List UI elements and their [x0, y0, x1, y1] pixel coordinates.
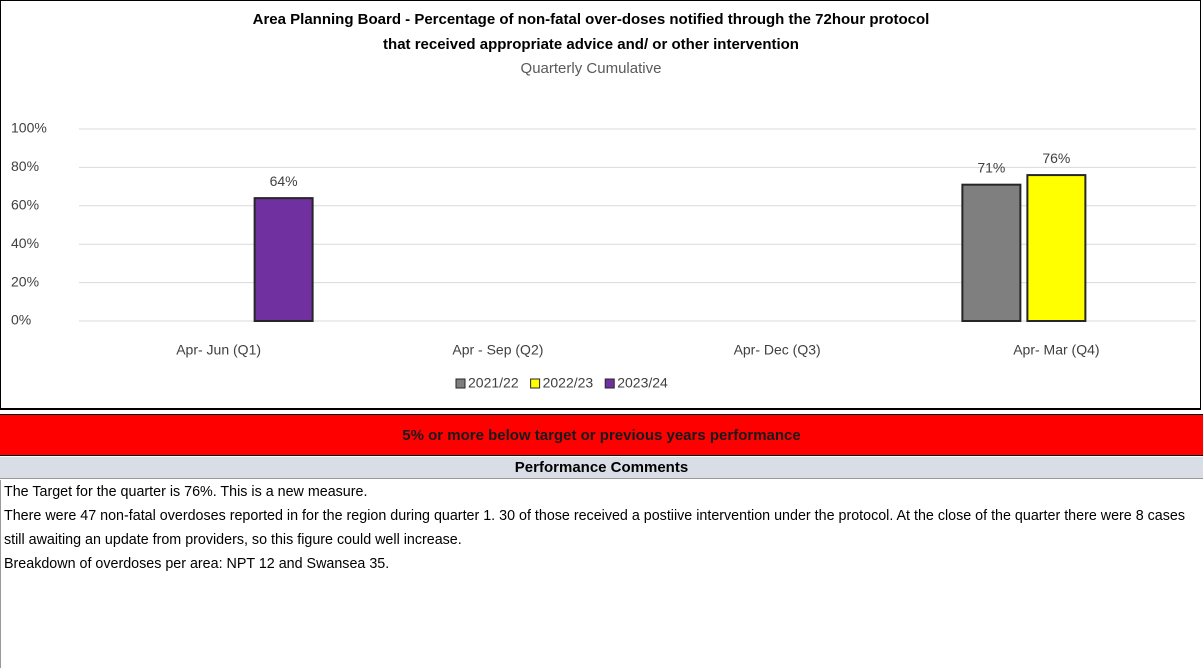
chart-title: Area Planning Board - Percentage of non-… — [253, 11, 930, 28]
comment: There were 47 non-fatal overdoses report… — [4, 508, 1185, 548]
comment: The Target for the quarter is 76%. This … — [4, 484, 368, 500]
y-tick-label: 40% — [11, 235, 39, 251]
y-tick-label: 100% — [11, 120, 47, 136]
x-tick-label: Apr- Mar (Q4) — [1013, 342, 1099, 358]
x-tick-label: Apr - Sep (Q2) — [452, 342, 543, 358]
legend-swatch — [604, 378, 615, 389]
x-tick-label: Apr- Dec (Q3) — [734, 342, 821, 358]
legend-label: 2023/24 — [617, 375, 668, 391]
bar — [961, 183, 1022, 322]
comments-heading: Performance Comments — [0, 457, 1203, 479]
y-tick-label: 20% — [11, 273, 39, 289]
chart-subtitle: Quarterly Cumulative — [521, 60, 662, 77]
status-banner: 5% or more below target or previous year… — [0, 414, 1203, 456]
legend-label: 2022/23 — [543, 375, 594, 391]
chart-frame: Area Planning Board - Percentage of non-… — [0, 0, 1201, 410]
legend-swatch — [530, 378, 541, 389]
data-label: 71% — [977, 159, 1005, 175]
comment: Breakdown of overdoses per area: NPT 12 … — [4, 556, 390, 572]
x-tick-label: Apr- Jun (Q1) — [176, 342, 261, 358]
data-label: 64% — [270, 173, 298, 189]
chart: Area Planning Board - Percentage of non-… — [11, 11, 1196, 391]
legend-swatch — [455, 378, 466, 389]
bar — [253, 197, 314, 322]
legend-label: 2021/22 — [468, 375, 519, 391]
y-tick-label: 0% — [11, 312, 31, 328]
y-tick-label: 80% — [11, 158, 39, 174]
comments: The Target for the quarter is 76%. This … — [0, 480, 1200, 668]
y-tick-label: 60% — [11, 197, 39, 213]
bar — [1026, 174, 1087, 322]
data-label: 76% — [1042, 150, 1070, 166]
chart-title: that received appropriate advice and/ or… — [383, 36, 799, 53]
